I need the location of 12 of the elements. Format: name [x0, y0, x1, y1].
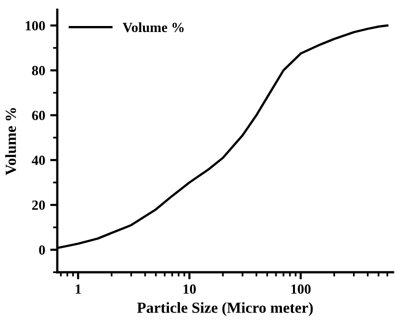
y-tick-label: 0 — [39, 245, 45, 255]
x-tick-label: 100 — [291, 284, 311, 294]
y-tick-label: 20 — [32, 200, 45, 210]
y-tick-label: 40 — [32, 156, 45, 166]
y-tick-label: 80 — [32, 66, 45, 76]
legend-label: Volume % — [122, 22, 184, 32]
y-axis-title: Volume % — [5, 108, 16, 176]
x-tick-label: 1 — [76, 284, 81, 294]
y-tick-label: 60 — [32, 110, 45, 120]
x-tick-label: 10 — [184, 284, 196, 294]
y-tick-label: 100 — [26, 21, 45, 30]
x-axis-title: Particle Size (Micro meter) — [137, 302, 313, 316]
